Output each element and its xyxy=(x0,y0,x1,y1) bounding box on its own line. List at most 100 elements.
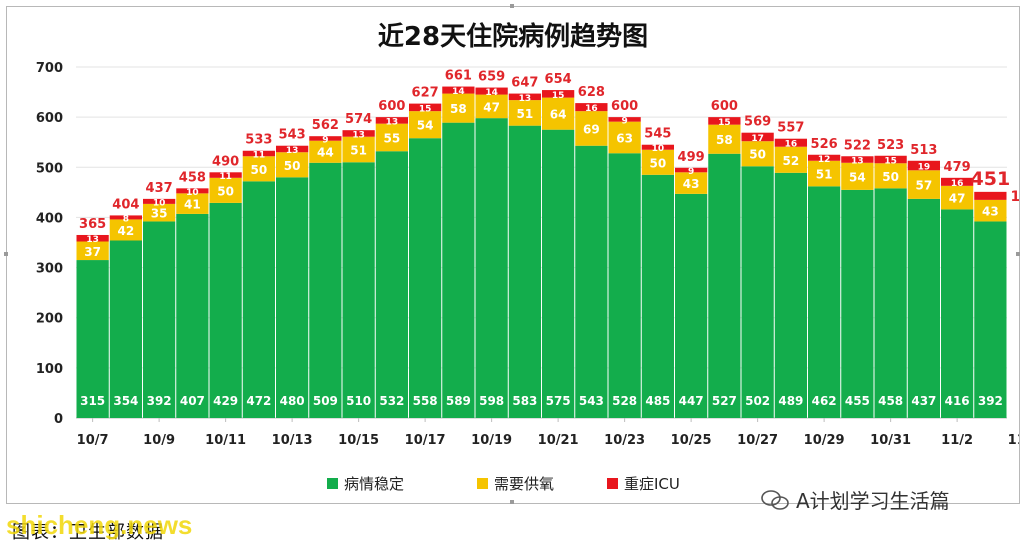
oxygen-bar xyxy=(874,163,907,189)
icu-value-label: 10 xyxy=(186,188,199,198)
icu-value-label: 11 xyxy=(219,172,232,182)
resize-handle-right[interactable] xyxy=(1016,252,1020,256)
icu-bar xyxy=(940,177,974,186)
y-tick-label: 0 xyxy=(54,412,63,427)
icu-bar xyxy=(242,150,276,157)
icu-value-label: 16 xyxy=(785,140,798,150)
total-value-label: 499 xyxy=(678,150,705,165)
oxygen-bar xyxy=(741,141,774,167)
x-tick-label: 11/4 xyxy=(1008,433,1019,448)
oxygen-value-label: 43 xyxy=(683,177,700,191)
total-value-label: 543 xyxy=(279,128,306,143)
oxygen-bar xyxy=(907,170,941,199)
stable-value-label: 589 xyxy=(446,394,471,408)
total-value-label: 600 xyxy=(711,99,738,114)
resize-handle-bottom[interactable] xyxy=(510,500,514,504)
oxygen-value-label: 51 xyxy=(816,168,833,182)
stable-bar xyxy=(674,193,708,418)
x-tick-label: 10/21 xyxy=(538,433,579,448)
stable-bar xyxy=(575,145,608,418)
total-value-label: 458 xyxy=(179,170,206,185)
stable-value-label: 510 xyxy=(346,394,371,408)
stable-value-label: 392 xyxy=(147,394,172,408)
icu-bar xyxy=(408,103,442,112)
stable-bar xyxy=(442,122,475,418)
stable-bar xyxy=(109,240,143,418)
oxygen-value-label: 50 xyxy=(284,159,301,173)
oxygen-value-label: 47 xyxy=(949,192,966,206)
oxygen-bar xyxy=(641,149,675,175)
x-tick-label: 10/15 xyxy=(338,433,379,448)
icu-value-label: 16 xyxy=(951,179,964,189)
stable-bar xyxy=(408,138,442,418)
icu-bar xyxy=(575,103,608,112)
stable-bar xyxy=(940,209,974,418)
oxygen-value-label: 50 xyxy=(749,148,766,162)
total-value-label: 490 xyxy=(212,154,239,169)
stable-value-label: 575 xyxy=(546,394,571,408)
stable-value-label: 532 xyxy=(379,394,404,408)
stable-value-label: 509 xyxy=(313,394,338,408)
stable-value-label: 472 xyxy=(246,394,271,408)
total-value-label: 533 xyxy=(245,133,272,148)
stable-value-label: 407 xyxy=(180,394,205,408)
stable-bar xyxy=(508,125,542,418)
total-value-label: 600 xyxy=(378,99,405,114)
icu-bar xyxy=(974,191,1007,200)
total-value-label: 628 xyxy=(578,85,605,100)
total-value-label: 365 xyxy=(79,217,106,232)
stable-value-label: 502 xyxy=(745,394,770,408)
brand-badge: A计划学习生活篇 xyxy=(760,485,950,514)
icu-value-label: 12 xyxy=(818,155,831,165)
oxygen-value-label: 58 xyxy=(716,133,733,147)
oxygen-bar xyxy=(242,156,276,182)
oxygen-value-label: 55 xyxy=(384,131,401,145)
oxygen-value-label: 47 xyxy=(483,100,500,114)
resize-handle-top[interactable] xyxy=(510,4,514,8)
stable-value-label: 458 xyxy=(878,394,903,408)
icu-bar xyxy=(309,136,342,141)
oxygen-value-label: 51 xyxy=(517,107,534,121)
icu-value-label: 11 xyxy=(253,150,266,160)
oxygen-bar xyxy=(109,219,143,241)
stable-bar xyxy=(641,174,675,418)
total-value-label: 479 xyxy=(944,160,971,175)
hospitalization-chart: 近28天住院病例趋势图01002003004005006007003153713… xyxy=(36,21,1019,493)
stable-bar xyxy=(76,260,109,418)
icu-value-label: 13 xyxy=(286,146,299,156)
oxygen-bar xyxy=(974,199,1007,222)
y-tick-label: 600 xyxy=(36,111,63,126)
icu-value-label: 15 xyxy=(884,157,897,167)
stable-bar xyxy=(375,151,409,419)
oxygen-bar xyxy=(807,160,841,187)
oxygen-bar xyxy=(342,136,375,163)
resize-handle-left[interactable] xyxy=(4,252,8,256)
stable-bar xyxy=(242,181,276,418)
stable-value-label: 354 xyxy=(113,394,138,408)
stable-bar xyxy=(774,172,808,418)
oxygen-bar xyxy=(275,152,309,178)
stable-value-label: 543 xyxy=(579,394,604,408)
total-value-label: 574 xyxy=(345,112,372,127)
oxygen-bar xyxy=(774,146,808,173)
legend-swatch xyxy=(327,478,338,489)
stable-value-label: 485 xyxy=(645,394,670,408)
brand-text: A计划学习生活篇 xyxy=(796,489,950,513)
oxygen-value-label: 44 xyxy=(317,146,334,160)
icu-value-label: 9 xyxy=(322,135,328,145)
icu-value-label: 13 xyxy=(86,235,99,245)
oxygen-value-label: 54 xyxy=(849,170,866,184)
stable-value-label: 528 xyxy=(612,394,637,408)
oxygen-value-label: 52 xyxy=(783,154,800,168)
stable-bar xyxy=(841,189,874,418)
stable-bar xyxy=(541,129,575,418)
stable-bar xyxy=(608,153,641,418)
icu-bar xyxy=(109,215,143,220)
stable-value-label: 315 xyxy=(80,394,105,408)
icu-value-label: 9 xyxy=(621,116,627,126)
icu-value-label: 17 xyxy=(751,134,764,144)
stable-bar xyxy=(275,177,309,418)
icu-value-label: 8 xyxy=(123,214,129,224)
stable-value-label: 527 xyxy=(712,394,737,408)
oxygen-value-label: 50 xyxy=(650,156,667,170)
